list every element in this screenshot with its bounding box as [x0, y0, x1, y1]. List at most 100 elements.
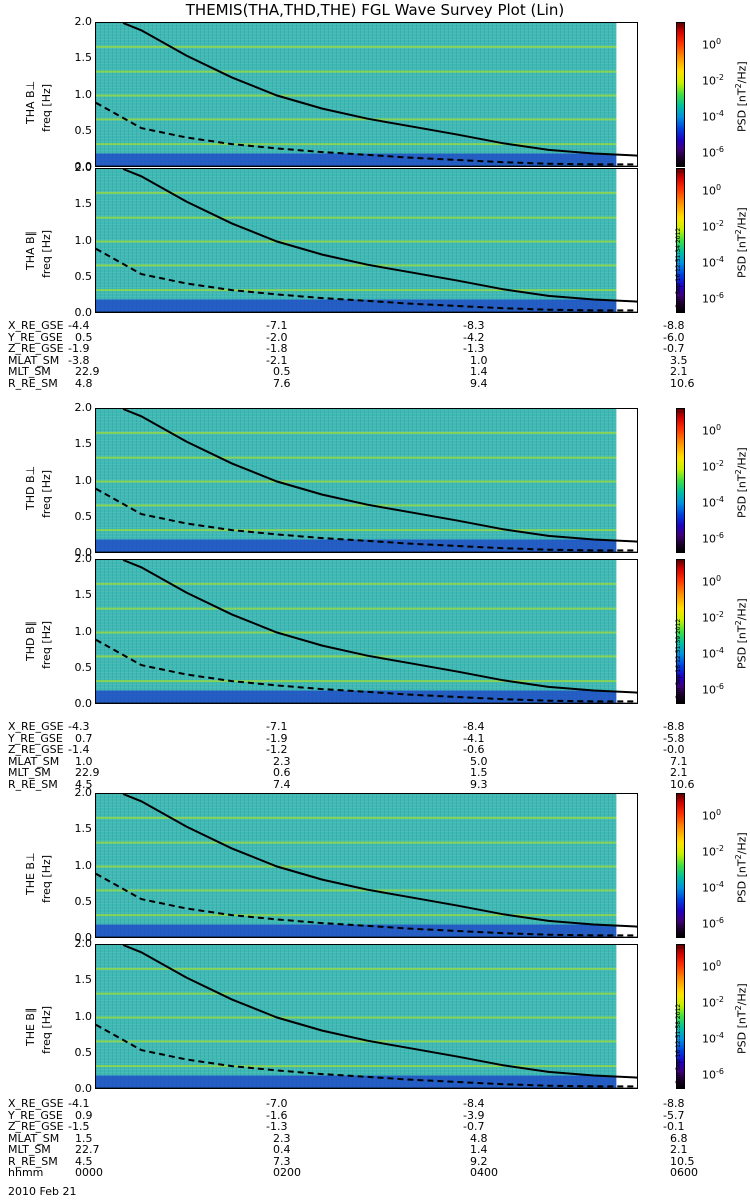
ephemeris-row-label: MLT_SM	[8, 365, 51, 378]
colorbar-tick-label: 100	[702, 574, 722, 589]
spectrogram-svg	[96, 169, 637, 312]
y-tick-label: 0.5	[74, 509, 93, 523]
ephemeris-value: 0.6	[273, 766, 291, 779]
ephemeris-row: MLT_SM 22.9 0.6 1.5 2.1	[8, 767, 708, 779]
spectrogram-svg	[96, 409, 637, 552]
y-axis-label: freq [Hz]	[40, 854, 53, 903]
ephemeris-row-label: X_RE_GSE	[8, 319, 64, 332]
y-axis-label: freq [Hz]	[40, 620, 53, 669]
ephemeris-value: 9.2	[470, 1154, 488, 1168]
colorbar-tick-label: 10-2	[702, 995, 724, 1010]
solid-curve	[122, 794, 637, 928]
ephemeris-value: -1.9	[266, 731, 288, 745]
timestamp-stamp: Sun Sep 16 12:51:39 2012	[675, 618, 682, 699]
colorbar-tick-label: 10-4	[702, 880, 724, 895]
y-tick-label: 0.5	[74, 1045, 93, 1059]
ephemeris-value: -7.1	[266, 720, 288, 733]
ephemeris-value: 1.0	[470, 353, 488, 367]
y-tick-label: 2.0	[74, 552, 93, 565]
ephemeris-value: -1.8	[266, 342, 288, 355]
ephemeris-value: 6.8	[670, 1131, 688, 1145]
ephemeris-row-label: MLT_SM	[8, 766, 51, 779]
dashed-curve	[96, 638, 637, 703]
y-tick-label: 2.0	[74, 161, 93, 174]
ephemeris-row-label: MLAT_SM	[8, 754, 60, 768]
colorbar-tick-label: 10-4	[702, 255, 724, 270]
ephemeris-row-label: Y_RE_GSE	[8, 330, 63, 344]
ephemeris-value: 4.8	[470, 1131, 488, 1145]
y-tick-label: 1.0	[74, 233, 93, 247]
solid-curve	[122, 409, 637, 543]
colorbar-label: PSD [nT2/Hz]	[734, 598, 749, 669]
ephemeris-row: hhmm 0000 0200 0400 0600	[8, 1167, 708, 1179]
ephemeris-value: 0.5	[75, 330, 93, 344]
spectrogram-svg	[96, 794, 637, 937]
date-label: 2010 Feb 21	[8, 1185, 77, 1198]
ephemeris-table: X_RE_GSE -4.4 -7.1 -8.3 -8.8 Y_RE_GSE 0.5 -2.0-…	[8, 320, 708, 400]
low-frequency-band	[96, 1075, 637, 1088]
colorbar-label: PSD [nT2/Hz]	[734, 207, 749, 278]
y-axis-label: freq [Hz]	[40, 469, 53, 518]
ephemeris-row-label: MLAT_SM	[8, 353, 60, 367]
y-tick-label: 2.0	[74, 15, 93, 28]
ephemeris-row: Y_RE_GSE 0.9 -1.6 -3.9 -5.7	[8, 1108, 708, 1122]
y-tick-label: 1.5	[74, 973, 93, 987]
ephemeris-value: -1.3	[266, 1120, 288, 1133]
ephemeris-value: 1.5	[470, 766, 488, 779]
ephemeris-value: -1.3	[463, 342, 485, 355]
ephemeris-value: 2.1	[670, 1143, 688, 1156]
y-tick-label: 1.5	[74, 51, 93, 65]
y-tick-label: 2.0	[74, 937, 93, 950]
ephemeris-value: 7.3	[273, 1154, 291, 1168]
colorbar-tick-label: 10-2	[702, 73, 724, 88]
dashed-curve	[96, 1023, 637, 1088]
colorbar	[676, 559, 685, 704]
ephemeris-row: X_RE_GSE -4.1 -7.0 -8.4 -8.8	[8, 1098, 708, 1110]
ephemeris-row: X_RE_GSE -4.3 -7.1 -8.4 -8.8	[8, 721, 708, 733]
colorbar-tick-label: 100	[702, 423, 722, 438]
colorbar-tick-label: 10-2	[702, 610, 724, 625]
ephemeris-value: 9.4	[470, 376, 488, 390]
solid-curve	[122, 169, 637, 303]
ephemeris-value: -3.9	[463, 1108, 485, 1122]
ephemeris-row-label: MLAT_SM	[8, 1131, 60, 1145]
no-data-gap	[616, 945, 637, 1088]
spectrogram-svg	[96, 23, 637, 166]
ephemeris-value: -8.8	[663, 720, 685, 733]
y-tick-label: 2.0	[74, 401, 93, 414]
spectrogram-panel	[95, 168, 638, 313]
colorbar-tick-label: 10-4	[702, 646, 724, 661]
colorbar-tick-label: 100	[702, 959, 722, 974]
spectrogram-panel	[95, 793, 638, 938]
chart-title: THEMIS(THA,THD,THE) FGL Wave Survey Plot…	[185, 1, 565, 19]
colorbar-tick-label: 10-6	[702, 916, 724, 931]
no-data-gap	[616, 794, 637, 937]
ephemeris-value: 5.0	[470, 754, 488, 768]
ephemeris-value: 2.1	[670, 365, 688, 378]
ephemeris-value: 1.4	[470, 365, 488, 378]
no-data-gap	[616, 23, 637, 166]
spectrogram-svg	[96, 945, 637, 1088]
ephemeris-value: 2.3	[273, 754, 291, 768]
y-tick-label: 1.5	[74, 197, 93, 211]
ephemeris-value: -0.0	[663, 743, 685, 756]
y-tick-label: 1.0	[74, 473, 93, 487]
ephemeris-row-label: Y_RE_GSE	[8, 1108, 63, 1122]
ephemeris-value: 7.4	[273, 777, 291, 791]
ephemeris-row-label: MLT_SM	[8, 1143, 51, 1156]
solid-curve	[122, 560, 637, 694]
ephemeris-value: 4.5	[75, 1154, 93, 1168]
dashed-curve	[96, 487, 637, 552]
y-axis-label: freq [Hz]	[40, 1005, 53, 1054]
colorbar	[676, 22, 685, 167]
dashed-curve	[96, 247, 637, 312]
colorbar-tick-label: 10-4	[702, 109, 724, 124]
ephemeris-row: Y_RE_GSE 0.5 -2.0 -4.2 -6.0	[8, 330, 708, 344]
ephemeris-value: 0.7	[75, 731, 93, 745]
panel-name-label: THD B∥	[24, 620, 37, 661]
ephemeris-row: MLAT_SM 1.5 2.3 4.8 6.8	[8, 1131, 708, 1145]
ephemeris-value: -2.0	[266, 330, 288, 344]
ephemeris-value: -4.4	[68, 319, 90, 332]
ephemeris-row-label: Z_RE_GSE	[8, 1120, 64, 1133]
ephemeris-value: -1.2	[266, 743, 288, 756]
